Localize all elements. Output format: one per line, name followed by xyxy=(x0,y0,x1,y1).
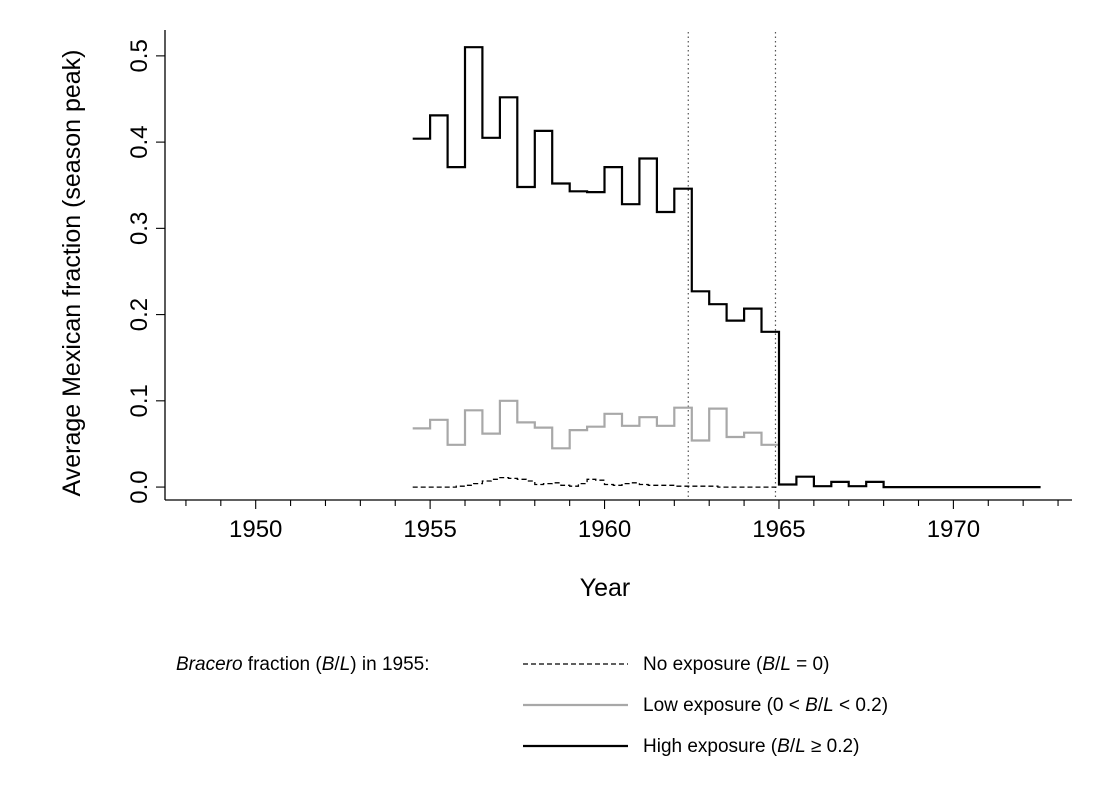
series-low-exposure xyxy=(412,399,779,450)
x-tick-label: 1960 xyxy=(578,516,631,543)
series-no-exposure xyxy=(412,476,779,488)
x-axis: 1950 1955 1960 1965 1970 xyxy=(165,499,1072,543)
y-tick-label: 0.3 xyxy=(126,212,153,245)
legend-label: Low exposure (0 < B/L < 0.2) xyxy=(643,695,888,716)
y-tick-label: 0.0 xyxy=(126,470,153,503)
y-axis-title: Average Mexican fraction (season peak) xyxy=(58,50,86,497)
y-tick-label: 0.4 xyxy=(126,125,153,158)
x-tick-label: 1950 xyxy=(229,516,282,543)
x-axis-title: Year xyxy=(580,574,631,602)
legend-label: No exposure (B/L = 0) xyxy=(643,654,829,675)
x-tick-label: 1970 xyxy=(927,516,980,543)
y-axis: 0.0 0.1 0.2 0.3 0.4 0.5 xyxy=(126,30,166,504)
x-tick-label: 1955 xyxy=(403,516,456,543)
legend: Bracero fraction (B/L) in 1955: No exposu… xyxy=(176,654,888,757)
legend-title: Bracero fraction (B/L) in 1955: xyxy=(176,654,430,675)
legend-label: High exposure (B/L ≥ 0.2) xyxy=(643,736,859,757)
plot-area xyxy=(412,32,1041,500)
y-tick-label: 0.5 xyxy=(126,39,153,72)
y-tick-label: 0.1 xyxy=(126,384,153,417)
y-tick-label: 0.2 xyxy=(126,298,153,331)
series-high-exposure xyxy=(412,46,1041,489)
x-tick-label: 1965 xyxy=(752,516,805,543)
